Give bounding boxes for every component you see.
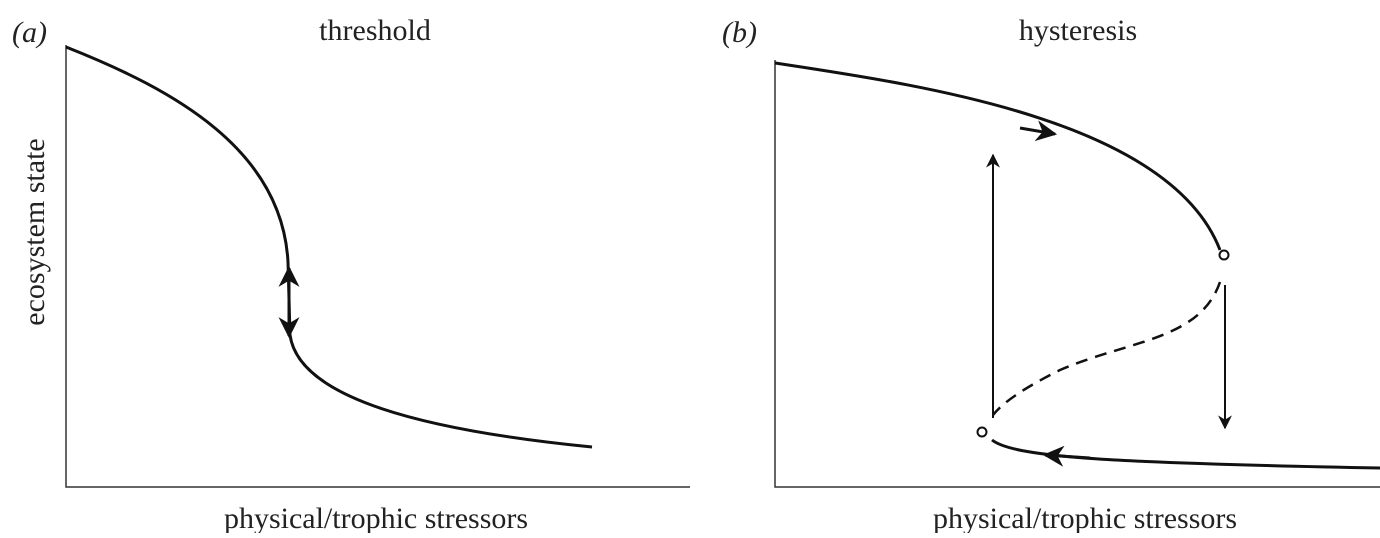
panel-label: (b) [722,16,757,49]
panel-title: hysteresis [1019,14,1137,47]
fold-point [976,426,988,438]
axes [774,60,1380,488]
arrow [1042,445,1091,467]
panel-title: threshold [319,14,431,47]
lower-branch [991,438,1380,470]
arrow [1019,120,1058,142]
fold-point [1218,249,1230,261]
panel-label: (a) [12,16,47,49]
curve [65,45,593,449]
x-axis-label: physical/trophic stressors [224,502,528,533]
upper-branch [774,61,1222,251]
unstable-branch [992,281,1222,416]
y-axis-label: ecosystem state [18,138,51,325]
panel-a: (a) threshold ecosystem state physical/t… [12,14,690,535]
panel-b: (b) hysteresis physical/trophic stressor… [722,14,1380,535]
x-axis-label: physical/trophic stressors [933,502,1237,533]
axes [65,45,690,488]
